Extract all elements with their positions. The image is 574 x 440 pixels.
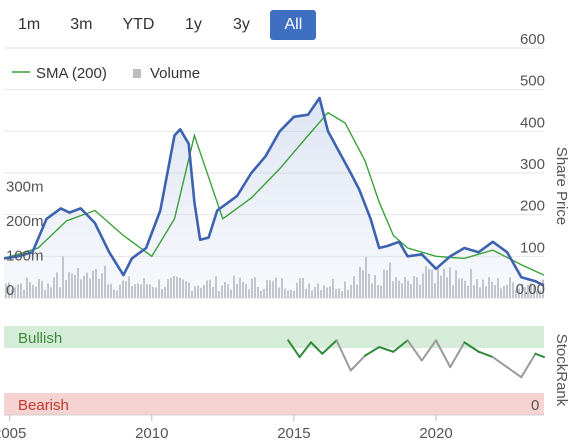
volume-axis: 0 100m 200m 300m xyxy=(6,179,44,300)
share-price-series-line xyxy=(3,96,545,287)
volume-legend-swatch xyxy=(133,69,141,78)
x-tick-label: 2005 xyxy=(0,425,26,440)
stockrank-segment xyxy=(335,339,352,372)
stockrank-segment xyxy=(463,341,480,353)
stockrank-segment xyxy=(309,341,324,355)
sma-line xyxy=(3,111,545,276)
sma-series-line xyxy=(3,111,545,276)
price-area xyxy=(4,98,544,298)
price-tick-label: 0.00 xyxy=(516,281,545,298)
stockrank-segment xyxy=(534,352,545,359)
stockrank-segment xyxy=(477,350,494,359)
stockrank-axis-title: StockRank xyxy=(553,334,570,407)
volume-tick-label: 0 xyxy=(6,282,14,299)
range-button-ytd[interactable]: YTD xyxy=(122,16,155,33)
x-tick-label: 2015 xyxy=(277,425,310,440)
stockrank-segment xyxy=(406,339,423,362)
range-button-3m[interactable]: 3m xyxy=(70,16,93,33)
price-tick-label: 200 xyxy=(520,198,545,215)
volume-legend-label: Volume xyxy=(150,65,200,82)
volume-tick-label: 300m xyxy=(6,179,44,196)
price-axis: 0.00 100 200 300 400 500 600 xyxy=(516,31,545,298)
stockrank-segment xyxy=(287,339,301,359)
bearish-band xyxy=(4,393,544,415)
volume-tick-label: 100m xyxy=(6,248,44,265)
stockrank-segment xyxy=(298,341,312,359)
price-tick-label: 100 xyxy=(520,239,545,256)
price-tick-label: 400 xyxy=(520,114,545,131)
stockrank-segment xyxy=(420,339,437,362)
price-tick-label: 500 xyxy=(520,73,545,90)
sma-legend-label: SMA (200) xyxy=(36,65,107,82)
volume-tick-label: 200m xyxy=(6,213,44,230)
stockrank-segment xyxy=(378,346,395,353)
range-button-1y[interactable]: 1y xyxy=(185,16,202,33)
stockrank-segment xyxy=(363,346,381,357)
x-tick-label: 2010 xyxy=(135,425,168,440)
stockrank-segment xyxy=(349,354,366,372)
range-button-3y[interactable]: 3y xyxy=(233,16,250,33)
stockrank-segment xyxy=(392,339,409,353)
x-axis: 2005 2010 2015 2020 xyxy=(0,414,544,440)
stockrank-zero-tick: 0 xyxy=(531,397,539,414)
range-button-all[interactable]: All xyxy=(270,10,317,40)
bullish-label: Bullish xyxy=(18,330,62,347)
price-tick-label: 300 xyxy=(520,156,545,173)
price-line xyxy=(3,96,545,287)
stockrank-segment xyxy=(506,366,523,379)
range-button-1m[interactable]: 1m xyxy=(18,16,41,33)
price-tick-label: 600 xyxy=(520,31,545,48)
price-area-fill xyxy=(4,98,544,298)
stockrank-segment xyxy=(491,356,509,369)
stockrank-line xyxy=(287,339,545,379)
stockrank-segment xyxy=(435,339,452,369)
bearish-label: Bearish xyxy=(18,397,69,414)
stockrank-segment xyxy=(321,339,338,355)
time-range-selector: 1m 3m YTD 1y 3y All xyxy=(8,10,317,40)
stockrank-segment xyxy=(449,341,466,369)
x-tick-label: 2020 xyxy=(419,425,452,440)
stockrank-segment xyxy=(520,352,537,379)
share-price-axis-title: Share Price xyxy=(553,147,570,225)
